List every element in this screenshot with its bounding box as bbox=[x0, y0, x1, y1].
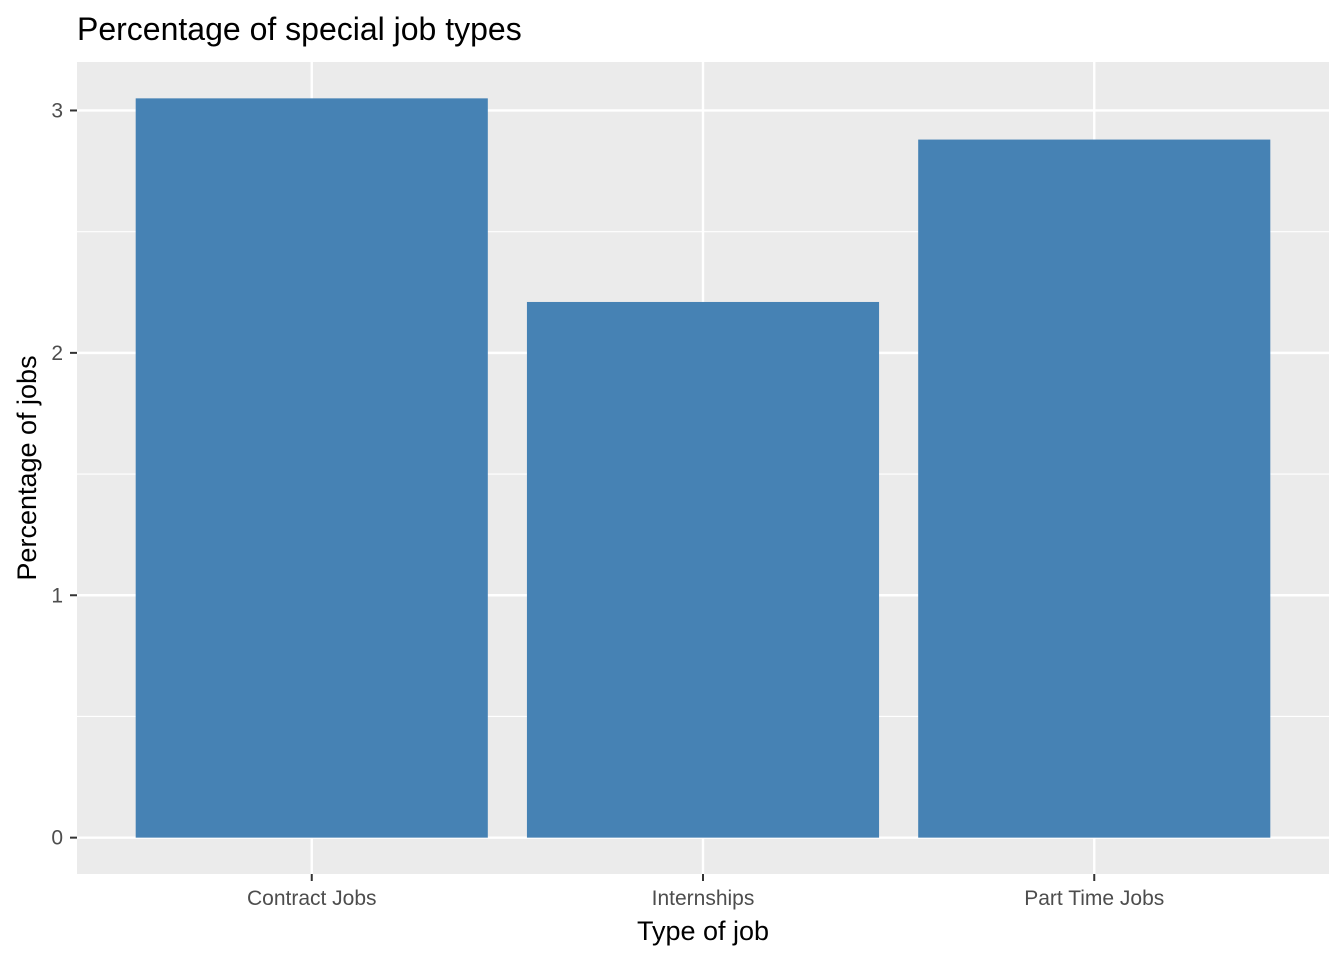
x-tick-label: Internships bbox=[652, 887, 755, 910]
x-axis-title: Type of job bbox=[637, 916, 769, 946]
bar-contract-jobs bbox=[135, 98, 488, 838]
y-tick-label: 2 bbox=[51, 342, 63, 365]
bar-part-time-jobs bbox=[918, 139, 1271, 838]
bar-internships bbox=[526, 301, 880, 838]
x-tick-label: Part Time Jobs bbox=[1024, 887, 1164, 910]
axes: 0 1 2 3 Contract Jobs Internships Part Time Jo… bbox=[51, 99, 1164, 910]
y-tick-label: 1 bbox=[51, 584, 63, 607]
y-axis-title: Percentage of jobs bbox=[12, 355, 42, 580]
x-tick-label: Contract Jobs bbox=[247, 887, 377, 910]
y-tick-label: 0 bbox=[51, 827, 63, 850]
bars bbox=[135, 98, 1271, 838]
chart-title: Percentage of special job types bbox=[77, 11, 522, 47]
y-tick-label: 3 bbox=[51, 99, 63, 122]
